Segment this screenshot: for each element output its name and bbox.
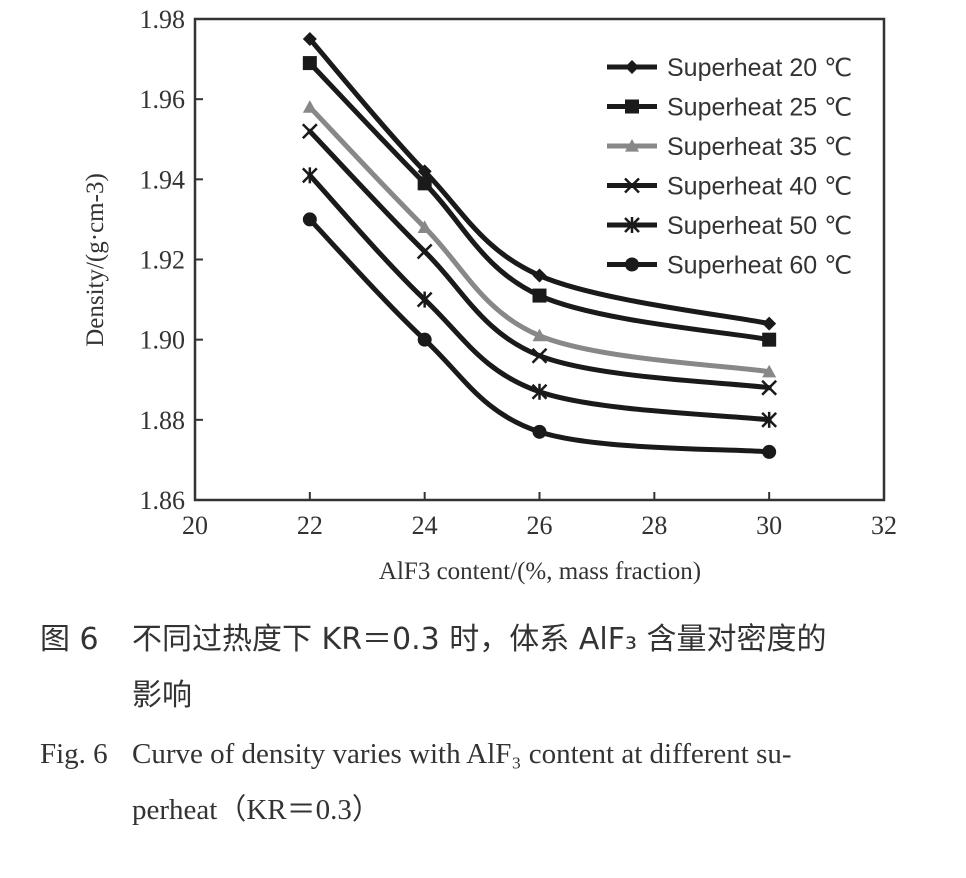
legend-item: Superheat 35 ℃ (607, 133, 852, 161)
data-point (302, 32, 317, 47)
caption-english: Fig. 6 Curve of density varies with AlF₃… (40, 726, 950, 838)
x-tick-label: 30 (756, 511, 782, 540)
data-point (532, 328, 547, 342)
legend-marker (625, 99, 639, 114)
y-tick-label: 1.94 (140, 165, 186, 194)
series-1 (302, 32, 777, 331)
x-tick-label: 22 (297, 511, 323, 540)
legend-label: Superheat 60 ℃ (667, 252, 852, 280)
caption-cn-line2: 影响 (132, 678, 192, 713)
series-line (307, 36, 772, 327)
legend-marker (625, 257, 639, 272)
legend-label: Superheat 20 ℃ (667, 54, 852, 82)
caption-cn-label: 图 6 (40, 622, 99, 657)
legend-label: Superheat 35 ℃ (667, 133, 852, 161)
x-tick-label: 24 (412, 511, 438, 540)
data-point (762, 364, 777, 378)
series-layer (301, 32, 778, 459)
caption-en-line2: perheat（KR＝0.3） (132, 794, 381, 826)
legend-item: Superheat 20 ℃ (607, 54, 852, 82)
data-point (762, 332, 777, 347)
data-point (416, 291, 433, 308)
data-point (301, 123, 318, 140)
data-point (532, 424, 547, 439)
y-axis-title: Density/(g·cm-3) (82, 173, 109, 347)
series-line (307, 216, 772, 455)
caption-en-line1: Curve of density varies with AlF₃ conten… (132, 738, 792, 770)
data-point (762, 444, 777, 459)
legend-label: Superheat 50 ℃ (667, 212, 852, 240)
x-axis-title: AlF3 content/(%, mass fraction) (379, 558, 701, 585)
x-tick-label: 26 (527, 511, 553, 540)
density-chart: 20 22 24 26 28 30 32 1.861.881.901.921.941.961… (82, 5, 897, 585)
data-point (532, 268, 547, 283)
series-line (307, 60, 772, 343)
legend-marker (624, 177, 640, 194)
y-tick-label: 1.92 (140, 246, 186, 275)
series-4 (301, 123, 778, 396)
series-2 (302, 56, 777, 347)
legend-marker (625, 60, 639, 74)
y-tick-label: 1.90 (140, 326, 186, 355)
data-point (417, 220, 432, 234)
data-point (301, 167, 318, 184)
series-6 (302, 212, 777, 459)
data-point (532, 288, 547, 303)
data-point (302, 212, 317, 227)
caption-en-label: Fig. 6 (40, 738, 108, 770)
y-tick-label: 1.88 (140, 406, 186, 435)
data-point (762, 316, 777, 331)
caption-chinese: 图 6 不同过热度下 KR＝0.3 时，体系 AlF₃ 含量对密度的 影响 (40, 612, 950, 724)
legend-label: Superheat 25 ℃ (667, 94, 852, 122)
legend-marker (624, 217, 640, 233)
data-point (417, 332, 432, 347)
legend-item: Superheat 40 ℃ (607, 173, 852, 201)
series-3 (302, 100, 777, 378)
series-line (307, 172, 772, 423)
data-point (417, 164, 432, 179)
data-point (416, 243, 433, 260)
data-point (761, 379, 778, 396)
legend-marker (625, 139, 639, 152)
x-tick-label: 28 (641, 511, 667, 540)
caption-cn-line1: 不同过热度下 KR＝0.3 时，体系 AlF₃ 含量对密度的 (132, 622, 827, 657)
data-point (531, 383, 548, 400)
legend-item: Superheat 60 ℃ (607, 252, 852, 280)
legend-item: Superheat 50 ℃ (607, 212, 852, 240)
legend-item: Superheat 25 ℃ (607, 94, 852, 122)
series-line (307, 104, 772, 375)
data-point (531, 347, 548, 364)
y-tick-label: 1.96 (140, 85, 186, 114)
x-tick-label: 20 (182, 511, 208, 540)
x-axis: 20 22 24 26 28 30 32 (182, 492, 897, 540)
x-tick-label: 32 (871, 511, 897, 540)
data-point (302, 56, 317, 71)
legend-label: Superheat 40 ℃ (667, 173, 852, 201)
data-point (417, 176, 432, 191)
y-tick-label: 1.98 (140, 5, 186, 34)
legend: Superheat 20 ℃ Superheat 25 ℃ Superheat 35… (607, 54, 852, 280)
data-point (761, 411, 778, 428)
series-line (307, 128, 772, 391)
series-5 (301, 167, 778, 428)
y-tick-label: 1.86 (140, 486, 186, 515)
data-point (302, 100, 317, 113)
y-axis: 1.86 1.88 1.90 1.92 1.94 1.96 1.98 (140, 5, 203, 515)
